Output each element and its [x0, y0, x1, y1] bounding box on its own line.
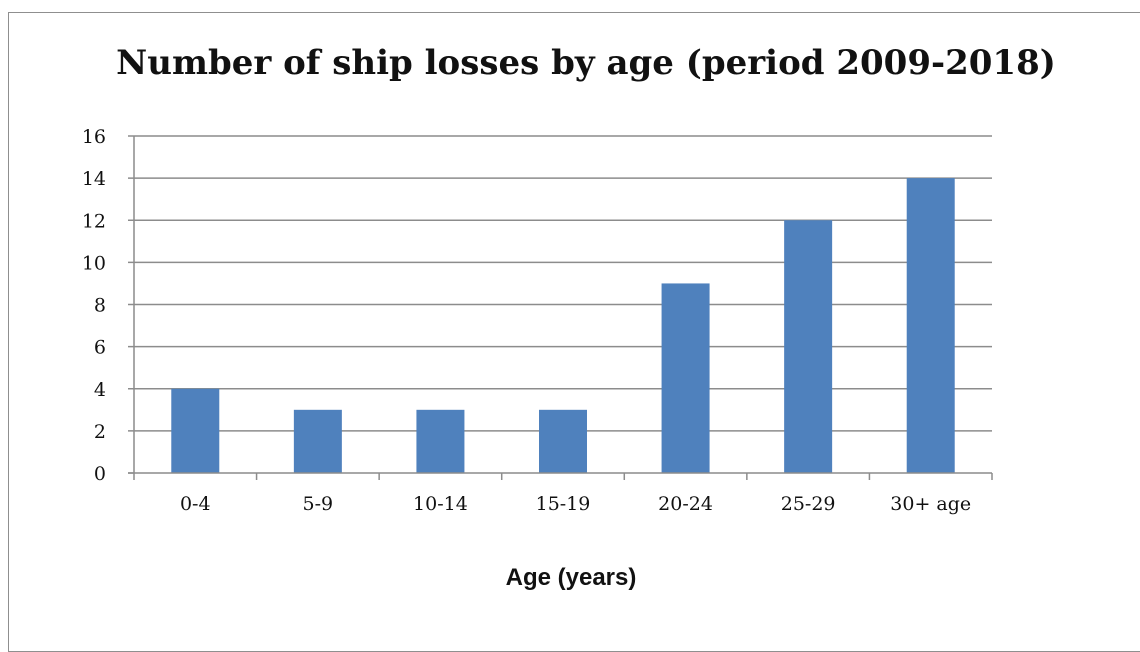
y-tick-label: 2 — [94, 421, 106, 443]
bar — [171, 388, 220, 473]
y-tick-label: 0 — [94, 463, 106, 485]
x-tick-label: 20-24 — [658, 493, 713, 515]
y-tick-label: 6 — [94, 337, 106, 359]
bar — [784, 220, 833, 473]
bar-chart: Number of ship losses by age (period 200… — [82, 43, 1056, 591]
x-tick-label: 15-19 — [536, 493, 591, 515]
x-axis-title: Age (years) — [506, 564, 637, 591]
y-tick-label: 8 — [94, 295, 106, 317]
x-tick-labels: 0-4 5-9 10-14 15-19 20-24 25-29 30+ age — [180, 493, 971, 515]
x-tick-label: 30+ age — [890, 493, 971, 515]
bar — [661, 283, 710, 473]
y-tick-label: 12 — [82, 210, 106, 232]
x-tick-label: 25-29 — [781, 493, 836, 515]
y-tick-label: 4 — [94, 379, 106, 401]
bars — [171, 178, 955, 473]
y-tick-labels: 0 2 4 6 8 10 12 14 16 — [82, 126, 106, 485]
y-tick-label: 10 — [82, 252, 106, 274]
y-tick-label: 16 — [82, 126, 106, 148]
bar — [416, 409, 465, 473]
x-tick-label: 10-14 — [413, 493, 468, 515]
bar — [906, 178, 955, 473]
bar — [539, 409, 587, 473]
gridlines — [134, 135, 992, 432]
y-tick-label: 14 — [82, 168, 106, 190]
x-tick-label: 0-4 — [180, 493, 211, 515]
bar — [293, 409, 342, 473]
axes — [128, 135, 993, 480]
chart-title: Number of ship losses by age (period 200… — [116, 43, 1056, 83]
x-tick-label: 5-9 — [303, 493, 334, 515]
